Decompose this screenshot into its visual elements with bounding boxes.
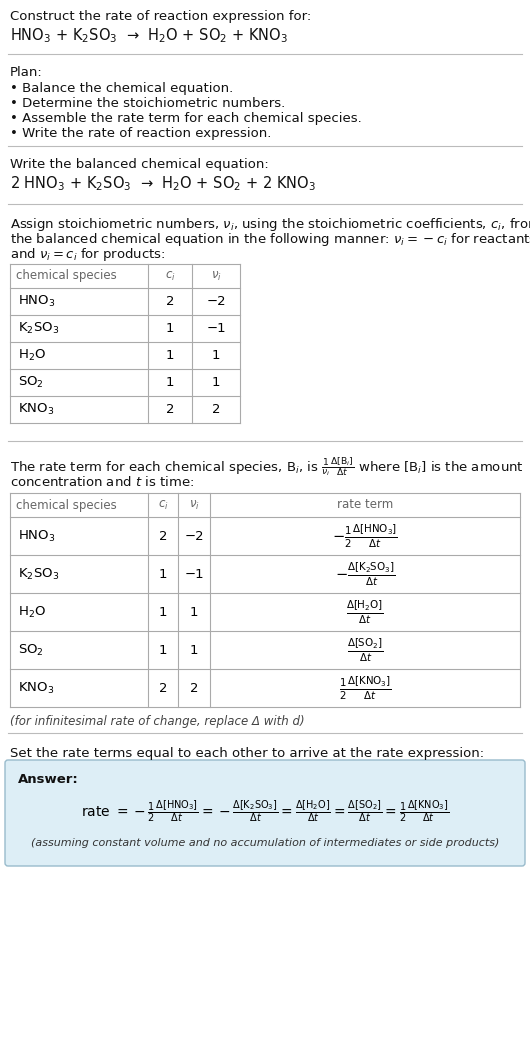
FancyBboxPatch shape bbox=[5, 760, 525, 866]
Text: 1: 1 bbox=[166, 376, 174, 389]
Text: 2 HNO$_3$ + K$_2$SO$_3$  →  H$_2$O + SO$_2$ + 2 KNO$_3$: 2 HNO$_3$ + K$_2$SO$_3$ → H$_2$O + SO$_2… bbox=[10, 174, 316, 192]
Text: and $\nu_i = c_i$ for products:: and $\nu_i = c_i$ for products: bbox=[10, 246, 165, 263]
Text: 1: 1 bbox=[212, 376, 220, 389]
Text: 1: 1 bbox=[166, 322, 174, 335]
Text: 1: 1 bbox=[212, 349, 220, 362]
Text: SO$_2$: SO$_2$ bbox=[18, 374, 44, 390]
Text: $\frac{\Delta[\mathrm{H_2O}]}{\Delta t}$: $\frac{\Delta[\mathrm{H_2O}]}{\Delta t}$ bbox=[346, 598, 384, 626]
Text: (assuming constant volume and no accumulation of intermediates or side products): (assuming constant volume and no accumul… bbox=[31, 838, 499, 848]
Text: 1: 1 bbox=[190, 643, 198, 657]
Text: H$_2$O: H$_2$O bbox=[18, 348, 46, 363]
Text: HNO$_3$: HNO$_3$ bbox=[18, 528, 56, 544]
Text: −2: −2 bbox=[184, 529, 204, 543]
Text: Assign stoichiometric numbers, $\nu_i$, using the stoichiometric coefficients, $: Assign stoichiometric numbers, $\nu_i$, … bbox=[10, 217, 530, 233]
Text: 2: 2 bbox=[166, 295, 174, 308]
Text: K$_2$SO$_3$: K$_2$SO$_3$ bbox=[18, 567, 59, 582]
Text: 1: 1 bbox=[159, 606, 167, 618]
Text: concentration and $t$ is time:: concentration and $t$ is time: bbox=[10, 475, 194, 488]
Text: Answer:: Answer: bbox=[18, 773, 79, 786]
Text: H$_2$O: H$_2$O bbox=[18, 605, 46, 619]
Text: Plan:: Plan: bbox=[10, 66, 43, 79]
Text: • Balance the chemical equation.: • Balance the chemical equation. bbox=[10, 82, 233, 95]
Text: $\nu_i$: $\nu_i$ bbox=[210, 270, 222, 282]
Text: HNO$_3$ + K$_2$SO$_3$  →  H$_2$O + SO$_2$ + KNO$_3$: HNO$_3$ + K$_2$SO$_3$ → H$_2$O + SO$_2$ … bbox=[10, 26, 288, 45]
Text: KNO$_3$: KNO$_3$ bbox=[18, 681, 54, 696]
Text: rate $= -\frac{1}{2}\frac{\Delta[\mathrm{HNO_3}]}{\Delta t} = -\frac{\Delta[\mat: rate $= -\frac{1}{2}\frac{\Delta[\mathrm… bbox=[81, 798, 449, 824]
Text: 1: 1 bbox=[159, 643, 167, 657]
Text: $-\frac{\Delta[\mathrm{K_2SO_3}]}{\Delta t}$: $-\frac{\Delta[\mathrm{K_2SO_3}]}{\Delta… bbox=[335, 561, 395, 588]
Text: 2: 2 bbox=[159, 529, 167, 543]
Text: SO$_2$: SO$_2$ bbox=[18, 642, 44, 658]
Text: 2: 2 bbox=[159, 682, 167, 695]
Text: $\nu_i$: $\nu_i$ bbox=[189, 499, 199, 511]
Text: −1: −1 bbox=[184, 568, 204, 581]
Text: $c_i$: $c_i$ bbox=[157, 499, 169, 511]
Text: $\frac{1}{2}\frac{\Delta[\mathrm{KNO_3}]}{\Delta t}$: $\frac{1}{2}\frac{\Delta[\mathrm{KNO_3}]… bbox=[339, 675, 391, 702]
Text: 2: 2 bbox=[190, 682, 198, 695]
Text: 1: 1 bbox=[190, 606, 198, 618]
Text: −2: −2 bbox=[206, 295, 226, 308]
Text: 2: 2 bbox=[212, 403, 220, 416]
Text: −1: −1 bbox=[206, 322, 226, 335]
Text: • Assemble the rate term for each chemical species.: • Assemble the rate term for each chemic… bbox=[10, 112, 362, 126]
Text: (for infinitesimal rate of change, replace Δ with d): (for infinitesimal rate of change, repla… bbox=[10, 715, 305, 728]
Text: $\frac{\Delta[\mathrm{SO_2}]}{\Delta t}$: $\frac{\Delta[\mathrm{SO_2}]}{\Delta t}$ bbox=[347, 636, 383, 664]
Text: The rate term for each chemical species, B$_i$, is $\frac{1}{\nu_i}\frac{\Delta[: The rate term for each chemical species,… bbox=[10, 455, 524, 478]
Text: 1: 1 bbox=[159, 568, 167, 581]
Text: • Determine the stoichiometric numbers.: • Determine the stoichiometric numbers. bbox=[10, 97, 285, 110]
Text: 2: 2 bbox=[166, 403, 174, 416]
Text: HNO$_3$: HNO$_3$ bbox=[18, 294, 56, 309]
Text: K$_2$SO$_3$: K$_2$SO$_3$ bbox=[18, 321, 59, 336]
Text: $-\frac{1}{2}\frac{\Delta[\mathrm{HNO_3}]}{\Delta t}$: $-\frac{1}{2}\frac{\Delta[\mathrm{HNO_3}… bbox=[332, 522, 398, 550]
Text: chemical species: chemical species bbox=[16, 499, 117, 511]
Text: • Write the rate of reaction expression.: • Write the rate of reaction expression. bbox=[10, 127, 271, 140]
Text: $c_i$: $c_i$ bbox=[165, 270, 175, 282]
Text: Write the balanced chemical equation:: Write the balanced chemical equation: bbox=[10, 158, 269, 170]
Text: Set the rate terms equal to each other to arrive at the rate expression:: Set the rate terms equal to each other t… bbox=[10, 747, 484, 760]
Text: Construct the rate of reaction expression for:: Construct the rate of reaction expressio… bbox=[10, 10, 311, 23]
Text: KNO$_3$: KNO$_3$ bbox=[18, 402, 54, 417]
Text: rate term: rate term bbox=[337, 499, 393, 511]
Text: 1: 1 bbox=[166, 349, 174, 362]
Text: the balanced chemical equation in the following manner: $\nu_i = -c_i$ for react: the balanced chemical equation in the fo… bbox=[10, 231, 530, 248]
Text: chemical species: chemical species bbox=[16, 270, 117, 282]
